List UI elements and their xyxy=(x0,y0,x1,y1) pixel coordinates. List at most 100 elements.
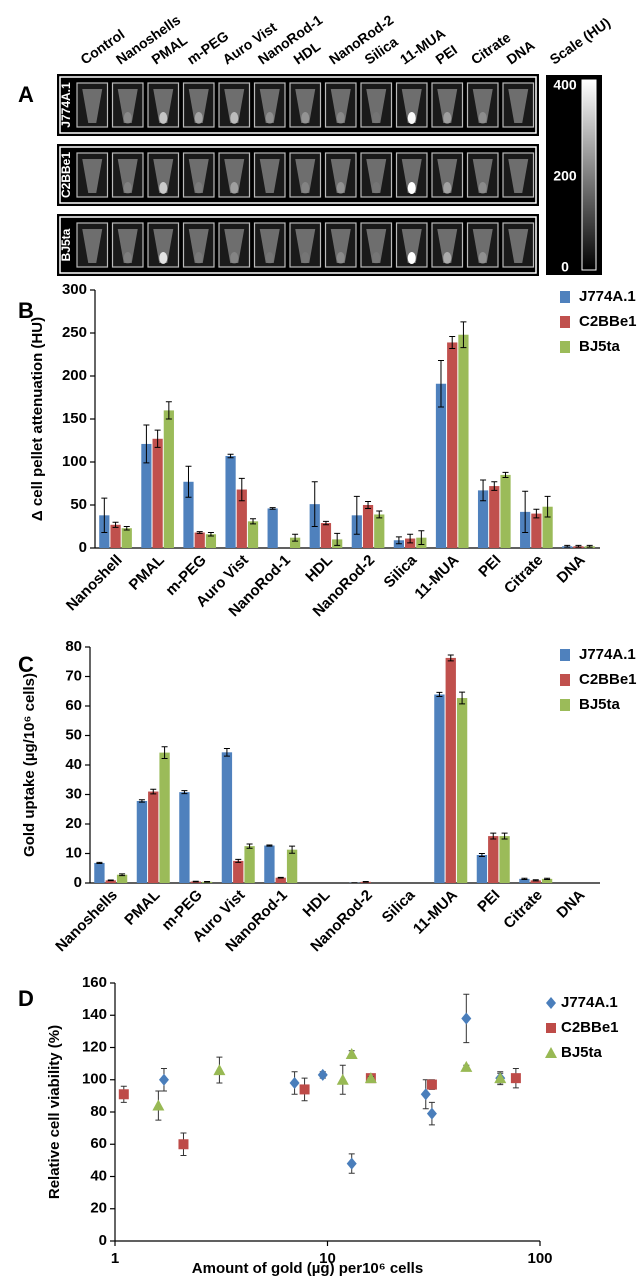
y-tick-label: 300 xyxy=(62,281,87,298)
tube-highlight xyxy=(195,182,203,194)
tube-highlight xyxy=(195,112,203,124)
panel-letter: A xyxy=(18,82,34,107)
y-tick-label: 0 xyxy=(79,539,87,556)
legend-marker xyxy=(546,1023,556,1033)
bar xyxy=(489,486,499,548)
y-tick-label: 70 xyxy=(65,667,82,684)
y-tick-label: 0 xyxy=(99,1232,107,1249)
bar xyxy=(363,505,373,548)
bar xyxy=(233,861,243,883)
bar xyxy=(488,836,498,883)
x-tick-label: 11-MUA xyxy=(410,886,461,937)
tube-highlight xyxy=(514,252,522,264)
tube-highlight xyxy=(230,182,238,194)
x-tick-label: Nanoshells xyxy=(52,887,121,956)
x-tick-label: HDL xyxy=(300,887,334,921)
bar xyxy=(446,658,456,883)
bar xyxy=(164,410,174,548)
point xyxy=(460,1061,472,1072)
x-tick-label: DNA xyxy=(554,551,589,586)
tube-highlight xyxy=(124,182,132,194)
legend-swatch xyxy=(560,316,570,328)
legend-swatch xyxy=(560,649,570,661)
tube-highlight xyxy=(159,252,167,264)
tube-highlight xyxy=(514,112,522,124)
tube-highlight xyxy=(337,252,345,264)
x-tick-label: PEI xyxy=(475,552,504,581)
point xyxy=(346,1048,358,1059)
bar xyxy=(264,846,274,883)
x-tick-label: PMAL xyxy=(121,887,163,929)
bar xyxy=(287,850,297,883)
bar xyxy=(447,342,457,548)
y-tick-label: 200 xyxy=(62,367,87,384)
x-tick-label: Silica xyxy=(381,551,421,591)
legend-label: J774A.1 xyxy=(579,288,636,305)
y-tick-label: 40 xyxy=(90,1167,107,1184)
tube-highlight xyxy=(443,112,451,124)
y-axis-label: Gold uptake (µg/10⁶ cells) xyxy=(21,673,38,857)
y-tick-label: 150 xyxy=(62,410,87,427)
x-tick-label: Silica xyxy=(379,886,419,926)
figure: AControlNanoshellsPMALm-PEGAuro VistNano… xyxy=(0,0,644,1279)
row-label: J774A.1 xyxy=(59,82,73,128)
scale-tick-label: 400 xyxy=(553,77,577,93)
y-tick-label: 30 xyxy=(65,785,82,802)
error-bar xyxy=(193,881,199,882)
legend-swatch xyxy=(560,341,570,353)
panel-letter: D xyxy=(18,986,34,1011)
tube-highlight xyxy=(372,182,380,194)
y-tick-label: 20 xyxy=(65,815,82,832)
y-tick-label: 10 xyxy=(65,844,82,861)
tube-highlight xyxy=(230,112,238,124)
error-bar xyxy=(278,877,284,878)
x-tick-label: Nanoshell xyxy=(63,552,126,615)
tube-highlight xyxy=(408,112,416,124)
legend-swatch xyxy=(560,699,570,711)
legend-label: J774A.1 xyxy=(579,646,636,663)
bar xyxy=(94,863,104,883)
bar xyxy=(110,525,120,548)
bar xyxy=(248,521,258,548)
bar xyxy=(276,878,286,883)
tube-highlight xyxy=(514,182,522,194)
tube-highlight xyxy=(159,182,167,194)
error-bar xyxy=(204,882,210,883)
row-label: BJ5ta xyxy=(59,228,73,261)
legend-label: C2BBe1 xyxy=(561,1019,619,1036)
x-tick-label: 11-MUA xyxy=(411,551,462,602)
bar xyxy=(374,514,384,548)
point xyxy=(511,1073,521,1083)
legend-swatch xyxy=(560,674,570,686)
tube-highlight xyxy=(479,252,487,264)
bar xyxy=(137,801,147,883)
tube-highlight xyxy=(408,252,416,264)
y-axis-label: Relative cell viability (%) xyxy=(46,1025,63,1199)
bar xyxy=(244,846,254,883)
tube-highlight xyxy=(301,182,309,194)
tube-highlight xyxy=(337,112,345,124)
bar xyxy=(225,456,235,548)
point xyxy=(461,1012,471,1024)
x-tick-label: DNA xyxy=(553,886,588,921)
legend-swatch xyxy=(560,291,570,303)
x-tick-label: 1 xyxy=(111,1250,119,1267)
point xyxy=(427,1080,437,1090)
x-tick-label: PMAL xyxy=(126,552,168,594)
y-tick-label: 60 xyxy=(65,697,82,714)
tube-highlight xyxy=(195,252,203,264)
point xyxy=(300,1084,310,1094)
bar xyxy=(531,514,541,548)
point xyxy=(337,1074,349,1085)
point xyxy=(290,1077,300,1089)
point xyxy=(159,1074,169,1086)
tube-highlight xyxy=(159,112,167,124)
y-tick-label: 120 xyxy=(82,1038,107,1055)
legend-label: BJ5ta xyxy=(561,1044,603,1061)
point xyxy=(421,1088,431,1100)
legend-label: J774A.1 xyxy=(561,994,618,1011)
legend-label: BJ5ta xyxy=(579,696,621,713)
y-tick-label: 50 xyxy=(70,496,87,513)
tube-highlight xyxy=(124,252,132,264)
y-tick-label: 80 xyxy=(90,1103,107,1120)
